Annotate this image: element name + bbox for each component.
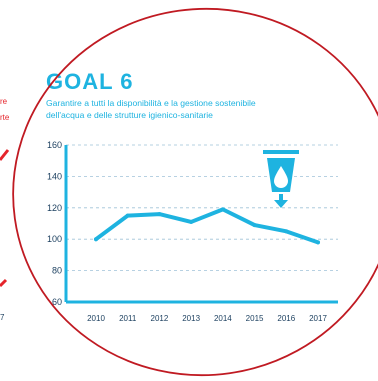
left-panel-line-top <box>0 149 10 161</box>
y-tick-label: 120 <box>47 203 62 213</box>
x-tick-label: 2017 <box>309 314 327 323</box>
down-arrow-shaft <box>279 194 283 202</box>
series-line <box>94 207 320 245</box>
data-point <box>252 223 257 228</box>
y-tick-label: 60 <box>52 297 62 307</box>
left-panel-label-1: re <box>0 97 8 106</box>
left-panel-year-fragment: 7 <box>0 313 5 322</box>
x-tick-label: 2014 <box>214 314 232 323</box>
data-point <box>125 213 130 218</box>
left-panel-label-2: rte <box>0 113 10 122</box>
x-tick-label: 2015 <box>246 314 264 323</box>
chart-grid <box>66 144 338 272</box>
x-tick-labels: 2010 2011 2012 2013 2014 2015 2016 2017 <box>87 314 327 323</box>
y-tick-labels: 160 140 120 100 80 60 <box>47 140 62 307</box>
data-point <box>157 212 162 217</box>
left-panel-fragment: re rte 7 <box>0 97 10 322</box>
y-tick-label: 100 <box>47 234 62 244</box>
cup-rim <box>263 150 299 154</box>
x-tick-label: 2010 <box>87 314 105 323</box>
water-drop-icon <box>274 166 288 188</box>
x-tick-label: 2011 <box>119 314 137 323</box>
data-point <box>94 237 98 242</box>
goal-subtitle-line-2: dell'acqua e delle strutture igienico-sa… <box>46 110 213 120</box>
data-point <box>189 219 194 224</box>
x-tick-label: 2012 <box>151 314 169 323</box>
y-tick-label: 80 <box>52 266 62 276</box>
y-tick-label: 160 <box>47 140 62 150</box>
down-arrow-icon <box>274 200 288 208</box>
x-tick-label: 2013 <box>182 314 200 323</box>
water-icon-group <box>263 150 299 208</box>
goal-title: GOAL 6 <box>46 69 134 94</box>
data-point <box>284 229 289 234</box>
data-point <box>316 240 320 245</box>
y-tick-label: 140 <box>47 171 62 181</box>
series-points <box>94 207 320 245</box>
left-panel-line-bottom <box>0 278 8 288</box>
goal-subtitle-line-1: Garantire a tutti la disponibilità e la … <box>46 98 256 108</box>
data-point <box>220 207 225 212</box>
x-tick-label: 2016 <box>277 314 295 323</box>
